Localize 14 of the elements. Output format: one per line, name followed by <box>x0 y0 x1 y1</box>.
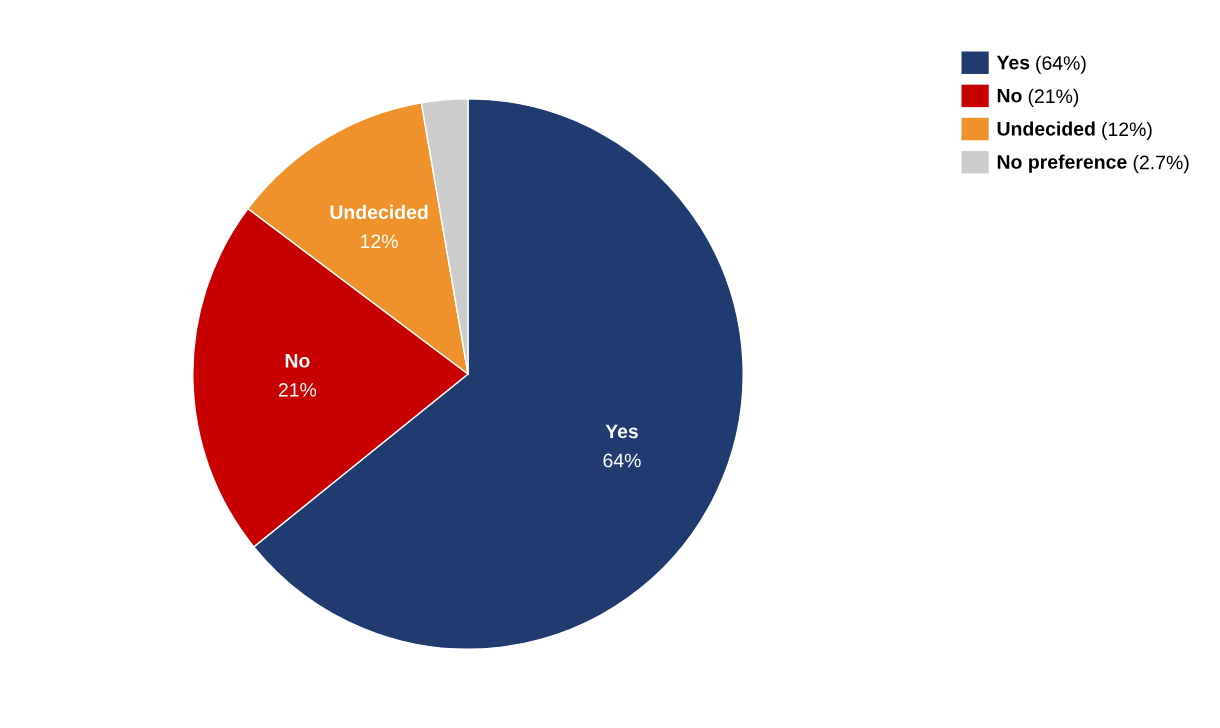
legend-label: No preference <box>997 154 1127 173</box>
data-label: 21% <box>278 382 317 397</box>
slice-label: No <box>285 354 310 368</box>
text: (12%) <box>1102 121 1152 141</box>
text: (21%) <box>1028 88 1079 107</box>
legend-label: Yes <box>996 55 1030 70</box>
legend-label: Undecided <box>997 121 1095 136</box>
text: (64%) <box>1036 55 1086 74</box>
slice-label: Undecided <box>330 204 428 220</box>
slice-label: Yes <box>605 424 638 439</box>
data-label: 64% <box>603 453 641 468</box>
text: (2.7%) <box>1133 155 1189 174</box>
legend-label: No <box>997 88 1022 103</box>
data-label: 12% <box>361 234 398 249</box>
